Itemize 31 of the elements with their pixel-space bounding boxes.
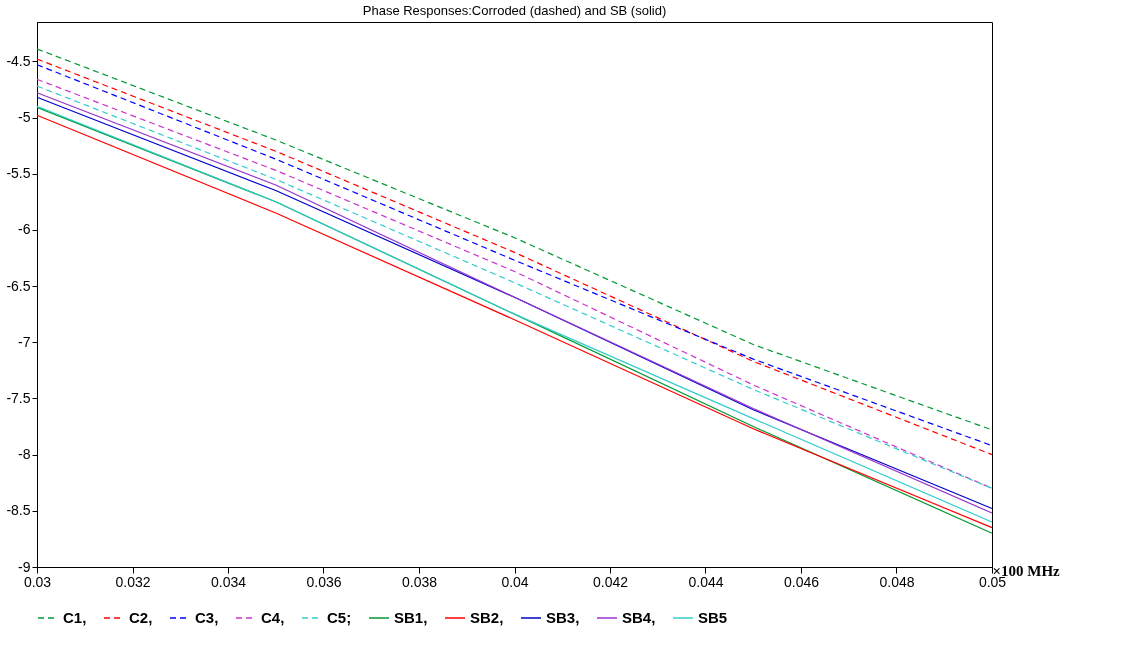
x-tick-label: 0.044 (688, 573, 724, 590)
y-tick-label: -7.5 (6, 389, 31, 406)
y-tick-label: -6 (18, 221, 31, 238)
y-tick-label: -9 (18, 558, 31, 575)
x-tick-label: 0.046 (783, 573, 820, 590)
legend-label: C4, (261, 609, 285, 626)
y-tick-label: -8.5 (6, 502, 31, 519)
legend-label: SB5 (698, 609, 728, 626)
y-tick-label: -8 (18, 446, 31, 463)
y-tick-label: -7 (18, 333, 31, 350)
y-tick-label: -6.5 (6, 277, 31, 294)
legend-label: SB3, (546, 609, 580, 626)
x-tick-label: 0.042 (592, 573, 629, 590)
legend-label: SB4, (622, 609, 656, 626)
x-tick-label: 0.04 (501, 573, 529, 590)
x-tick-label: 0.048 (879, 573, 915, 590)
legend-label: SB1, (394, 609, 428, 626)
y-tick-label: -5 (18, 109, 31, 126)
y-tick-label: -5.5 (6, 165, 31, 182)
legend-label: SB2, (470, 609, 504, 626)
x-tick-label: 0.034 (210, 573, 247, 590)
legend-label: C1, (63, 609, 87, 626)
legend-label: C5; (327, 609, 352, 626)
x-tick-label: 0.03 (23, 573, 52, 590)
x-tick-label: 0.036 (306, 573, 342, 590)
chart-title: Phase Responses:Corroded (dashed) and SB (solid) (362, 3, 667, 18)
x-tick-label: 0.038 (401, 573, 438, 590)
y-tick-label: -4.5 (6, 52, 31, 69)
x-tick-label: 0.032 (115, 573, 151, 590)
legend-label: C2, (129, 609, 153, 626)
legend-label: C3, (195, 609, 219, 626)
